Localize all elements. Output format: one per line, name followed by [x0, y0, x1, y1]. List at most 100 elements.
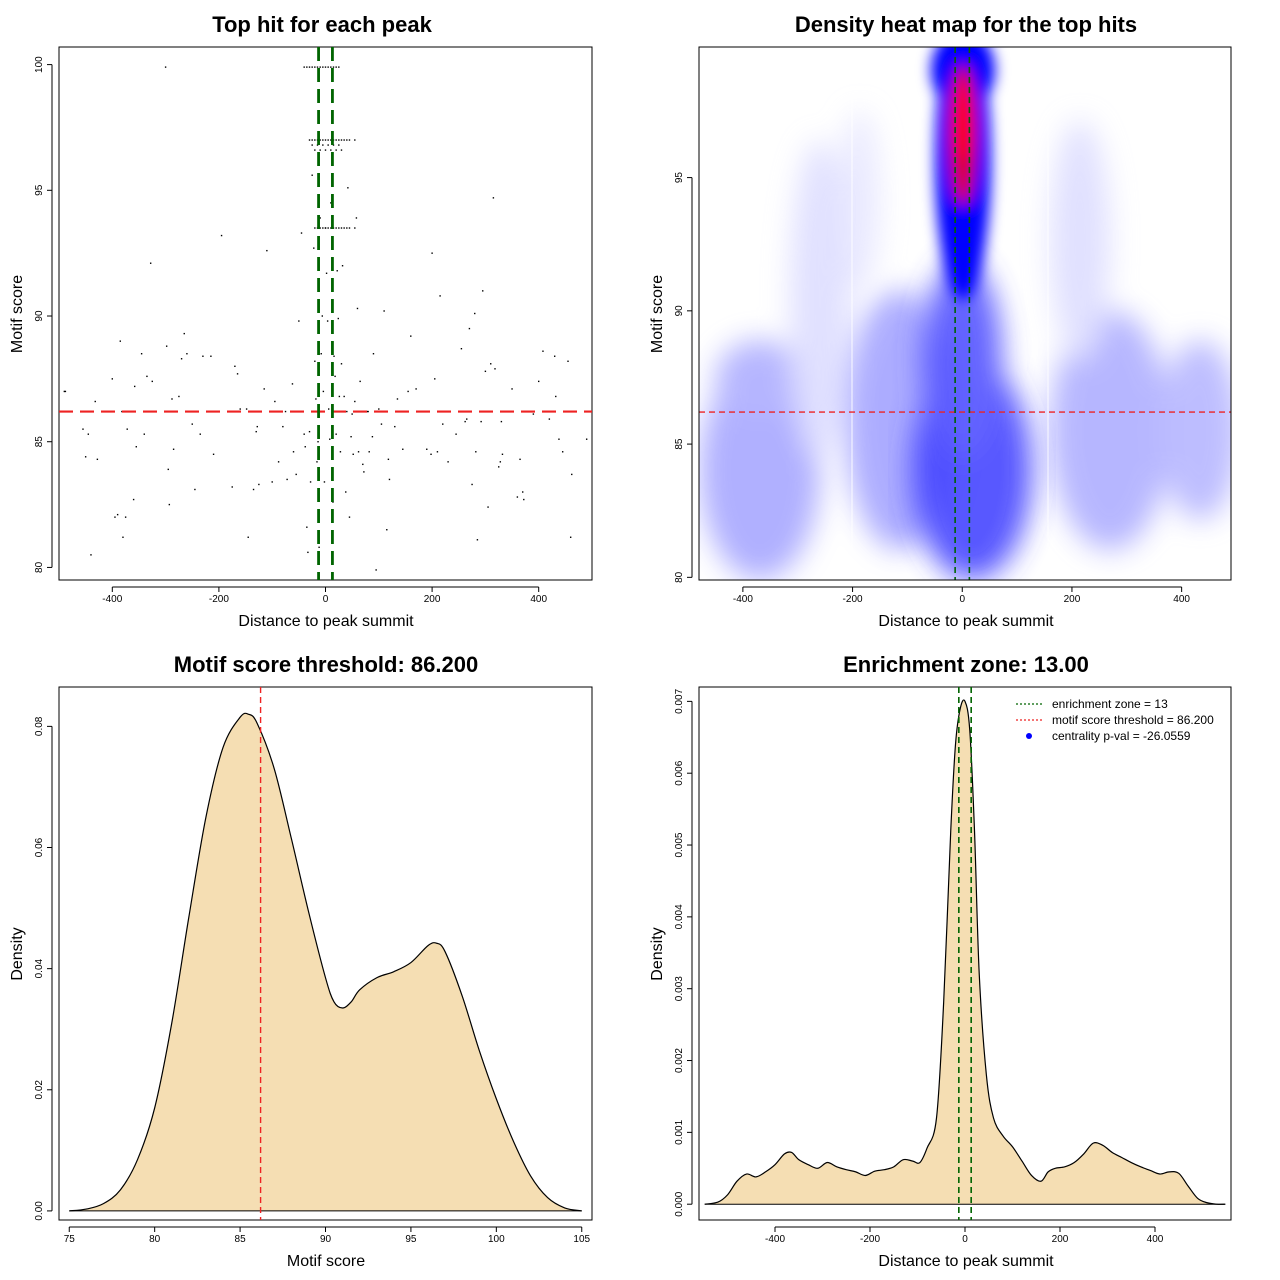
data-point [523, 498, 525, 501]
data-point [143, 433, 145, 435]
chart-title: Enrichment zone: 13.00 [843, 652, 1089, 677]
data-point [487, 506, 489, 508]
axes: -400 -200 0 200 400 80 85 90 95 100 [34, 56, 547, 605]
data-point [322, 227, 324, 229]
data-point [501, 453, 504, 455]
data-point [341, 265, 344, 267]
data-point [309, 481, 312, 483]
data-point [430, 453, 432, 455]
axes: -400 -200 0 200 400 0.000 0.001 0.002 0.003 0.004… [674, 688, 1164, 1245]
data-point [371, 435, 374, 438]
y-tick-label: 80 [34, 561, 45, 573]
data-point [183, 332, 185, 335]
data-point [383, 310, 385, 312]
data-point [368, 451, 370, 453]
data-point [300, 232, 303, 234]
data-point [359, 380, 361, 383]
data-point [335, 433, 337, 435]
data-point [239, 408, 241, 410]
data-point [332, 66, 335, 68]
data-point [333, 355, 335, 357]
data-point [340, 139, 343, 141]
data-point [343, 395, 345, 398]
density-area [69, 712, 582, 1212]
data-point [338, 139, 340, 141]
data-point [258, 483, 260, 486]
data-point [291, 383, 294, 385]
data-point [394, 425, 396, 428]
data-point [212, 453, 215, 455]
data-point [316, 461, 318, 463]
x-tick-label: 105 [573, 1234, 590, 1245]
data-point [553, 355, 556, 357]
data-point [571, 473, 573, 476]
panel-scatter: Top hit for each peak -400 -200 0 200 400 80 8… [9, 12, 593, 630]
x-tick-label: 95 [405, 1234, 417, 1245]
data-point [335, 66, 337, 68]
data-point [335, 227, 337, 229]
legend-swatch [1026, 733, 1032, 739]
data-point [480, 420, 482, 423]
data-point [308, 139, 311, 141]
data-point [372, 353, 375, 355]
reference-lines [699, 47, 1231, 580]
data-point [346, 410, 348, 413]
x-tick-label: 85 [235, 1234, 247, 1245]
legend-label: motif score threshold = 86.200 [1052, 713, 1214, 727]
data-point [298, 320, 300, 322]
data-point [431, 252, 433, 254]
data-point [314, 360, 316, 362]
data-point [410, 335, 412, 337]
data-point [314, 139, 316, 141]
y-tick-label: 0.06 [34, 837, 45, 857]
data-point [252, 488, 255, 491]
data-point [306, 526, 308, 528]
data-point [500, 420, 503, 423]
data-point [337, 317, 339, 320]
y-axis-label: Motif score [649, 275, 666, 353]
x-tick-label: 0 [323, 594, 329, 605]
data-point [327, 144, 329, 146]
y-tick-label: 0.004 [674, 904, 685, 929]
data-point [191, 423, 193, 425]
data-point [313, 247, 315, 249]
data-point [324, 227, 327, 229]
density-fill [69, 713, 582, 1211]
x-tick-label: 90 [320, 1234, 332, 1245]
data-point [307, 551, 309, 554]
data-point [447, 461, 449, 463]
data-point [324, 139, 327, 141]
data-point [286, 478, 288, 481]
data-point [442, 423, 444, 425]
data-point [316, 66, 319, 68]
data-point [64, 390, 67, 393]
x-tick-label: 75 [64, 1234, 76, 1245]
data-point [132, 498, 135, 501]
data-point [388, 478, 391, 481]
data-point [282, 425, 284, 428]
chart-title: Motif score threshold: 86.200 [174, 652, 478, 677]
data-point [303, 66, 305, 68]
data-point [555, 395, 557, 398]
data-point [180, 358, 183, 360]
data-point [339, 451, 342, 453]
data-point [94, 400, 96, 403]
y-tick-label: 0.005 [674, 832, 685, 857]
chart-title: Density heat map for the top hits [795, 12, 1137, 37]
y-axis-label: Motif score [9, 275, 26, 353]
data-point [346, 139, 348, 141]
data-point [330, 227, 332, 229]
x-tick-label: -200 [843, 594, 863, 605]
data-point [116, 513, 119, 516]
x-tick-label: -200 [860, 1234, 880, 1245]
data-point [319, 227, 321, 229]
data-point [498, 466, 500, 468]
data-point [415, 388, 417, 390]
data-point [322, 390, 325, 393]
data-point [362, 463, 364, 466]
y-tick-label: 85 [674, 438, 685, 450]
data-point [122, 536, 124, 538]
x-axis-label: Motif score [287, 1253, 365, 1270]
data-point [322, 139, 324, 141]
data-point [352, 453, 354, 455]
